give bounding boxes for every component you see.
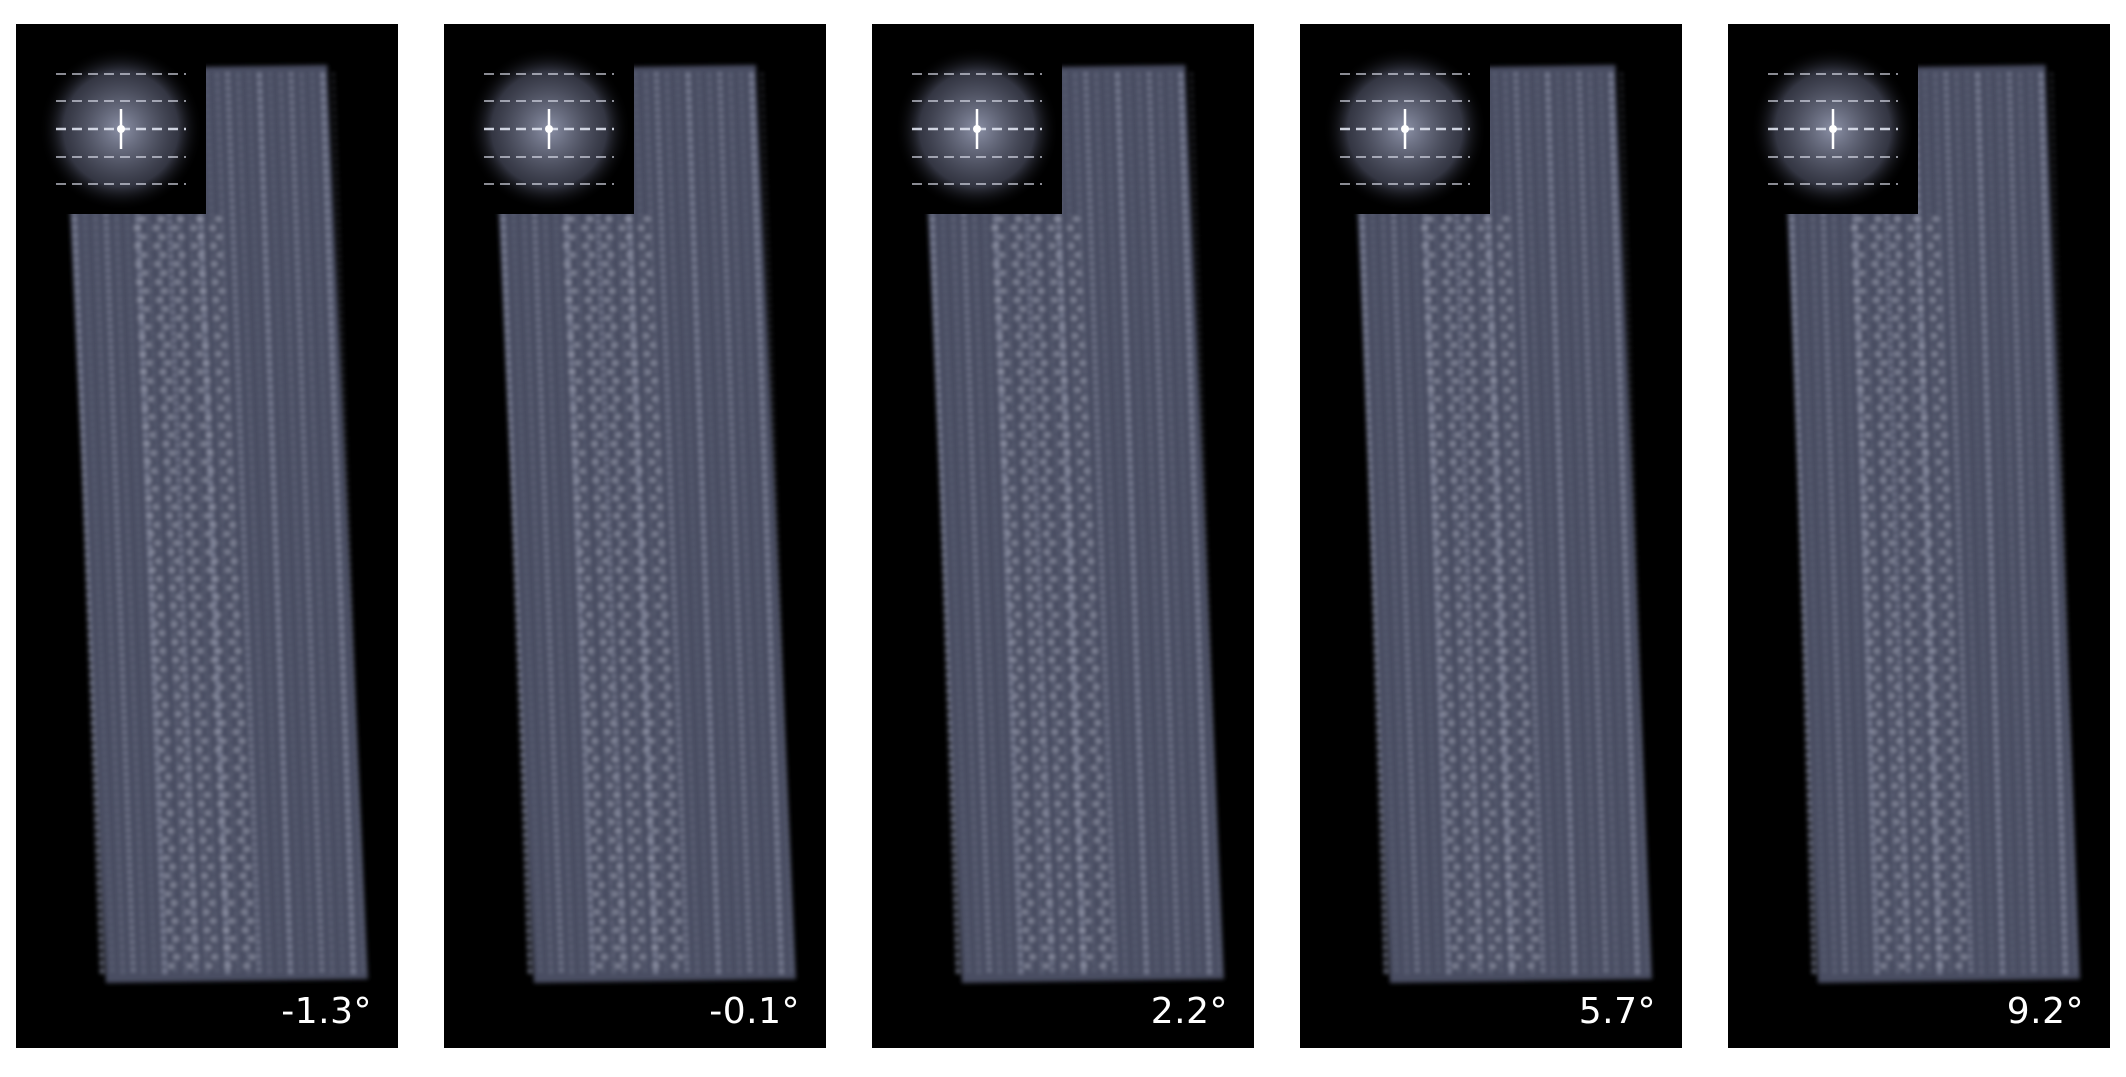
tomogram-panel: -0.1° [444, 24, 826, 1048]
filament-image [1781, 65, 2080, 983]
tilt-angle-label: -0.1° [709, 991, 800, 1032]
tomogram-panel: -1.3° [16, 24, 398, 1048]
power-spectrum-inset [892, 44, 1062, 214]
power-spectrum-inset [36, 44, 206, 214]
tilt-angle-label: 9.2° [2006, 991, 2084, 1032]
filament-image [63, 65, 368, 983]
power-spectrum-inset [464, 44, 634, 214]
tilt-angle-label: -1.3° [281, 991, 372, 1032]
filament-body [921, 65, 1224, 983]
filament-image [921, 65, 1224, 983]
tilt-angle-label: 5.7° [1578, 991, 1656, 1032]
filament-body [1351, 65, 1652, 983]
tomogram-panel: 2.2° [872, 24, 1254, 1048]
filament-body [63, 65, 368, 983]
power-spectrum-inset [1320, 44, 1490, 214]
tomogram-panel: 5.7° [1300, 24, 1682, 1048]
power-spectrum-inset [1748, 44, 1918, 214]
filament-body [491, 65, 796, 983]
tomogram-panel: 9.2° [1728, 24, 2110, 1048]
filament-image [491, 65, 796, 983]
filament-image [1351, 65, 1652, 983]
tilt-angle-label: 2.2° [1150, 991, 1228, 1032]
filament-body [1781, 65, 2080, 983]
